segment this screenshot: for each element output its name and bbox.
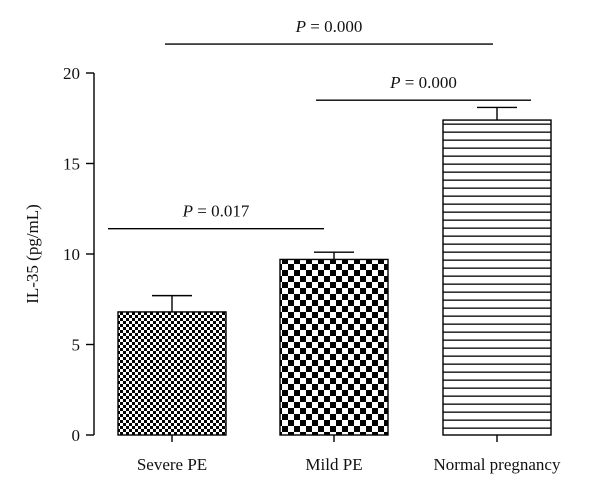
p-letter: P: [295, 17, 306, 36]
bar-0: [117, 311, 227, 436]
p-value: = 0.017: [193, 202, 250, 221]
category-label-0: Severe PE: [137, 455, 207, 474]
category-label-2: Normal pregnancy: [434, 455, 561, 474]
comparison-label-1: P = 0.000: [389, 73, 457, 92]
y-tick-label: 5: [72, 336, 81, 355]
bar-2: [442, 119, 552, 436]
p-value: = 0.000: [306, 17, 362, 36]
plot-area: 0 5 10 15 20 IL-35 (pg/mL) Severe PE Mild PE Nor…: [23, 17, 561, 474]
y-tick-label: 10: [63, 245, 80, 264]
comparison-label-2: P = 0.000: [295, 17, 363, 36]
y-tick-label: 15: [63, 155, 80, 174]
p-value: = 0.000: [401, 73, 457, 92]
bar-1: [279, 258, 389, 436]
y-tick-label: 20: [63, 64, 80, 83]
p-letter: P: [389, 73, 400, 92]
p-letter: P: [182, 202, 193, 221]
y-tick-label: 0: [72, 426, 81, 445]
y-axis-label: IL-35 (pg/mL): [23, 204, 42, 304]
comparison-label-0: P = 0.017: [182, 202, 250, 221]
category-label-1: Mild PE: [305, 455, 362, 474]
